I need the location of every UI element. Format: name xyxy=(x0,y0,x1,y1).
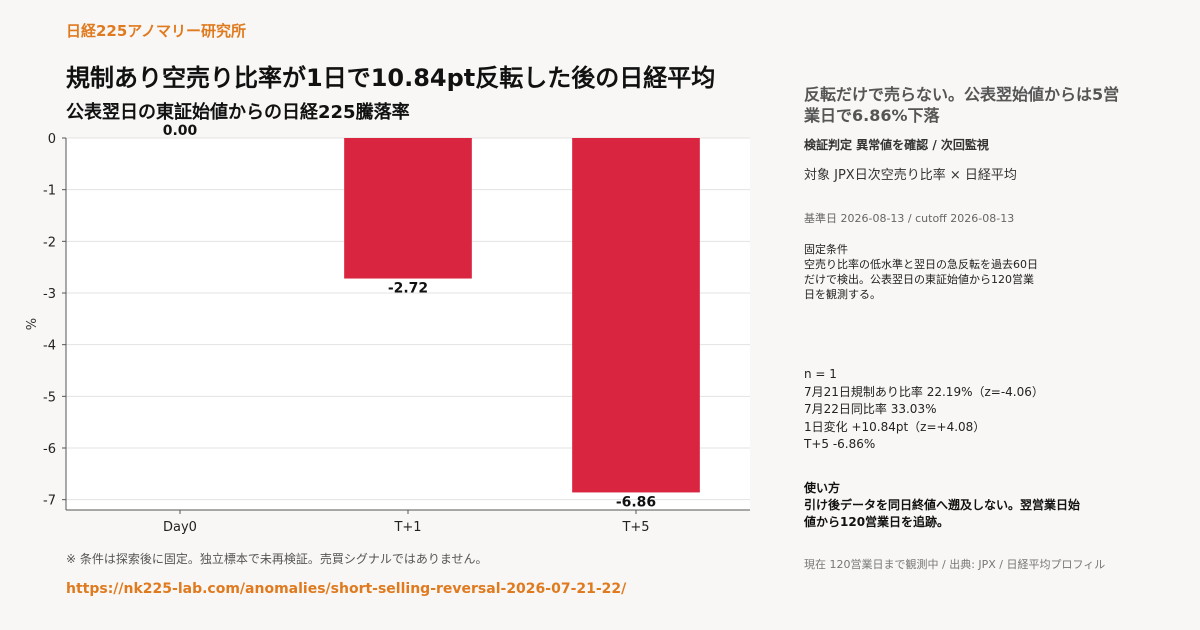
verdict-text: 検証判定 異常値を確認 / 次回監視 xyxy=(804,138,989,152)
data-label: 0.00 xyxy=(163,123,198,139)
stat-line: T+5 -6.86% xyxy=(804,437,876,451)
x-tick-label: Day0 xyxy=(163,520,197,535)
bar xyxy=(572,138,700,493)
conditions-line: 空売り比率の低水準と翌日の急反転を過去60日 xyxy=(804,258,1038,271)
y-tick-label: -2 xyxy=(43,235,56,250)
article-link[interactable]: https://nk225-lab.com/anomalies/short-se… xyxy=(66,581,627,597)
data-label: -2.72 xyxy=(388,281,428,297)
usage-title: 使い方 xyxy=(804,481,841,495)
y-tick-label: 0 xyxy=(48,132,56,147)
usage-block: 使い方 引け後データを同日終値へ遡及しない。翌営業日始 値から120営業日を追跡… xyxy=(804,480,1114,531)
brand-name: 日経225アノマリー研究所 xyxy=(66,22,246,40)
dates-text: 基準日 2026-08-13 / cutoff 2026-08-13 xyxy=(804,212,1015,225)
y-tick-label: -6 xyxy=(43,442,56,457)
y-axis-label: % xyxy=(25,318,40,330)
x-tick-label: T+5 xyxy=(621,520,649,535)
conditions-line: 日を観測する。 xyxy=(804,288,881,301)
conditions-title: 固定条件 xyxy=(804,243,848,256)
x-tick-label: T+1 xyxy=(393,520,421,535)
stat-line: n = 1 xyxy=(804,367,837,381)
bar xyxy=(344,138,472,279)
bar-chart: 0 -1 -2 -3 -4 -5 -6 -7% Day0 0.00 T+1 -2.72 T+5 -6.86 xyxy=(25,123,750,535)
side-headline: 反転だけで売らない。公表翌始値からは5営業日で6.86%下落 xyxy=(804,85,1120,125)
y-tick-label: -3 xyxy=(43,287,56,302)
y-tick-label: -4 xyxy=(43,339,56,354)
chart-subtitle: 公表翌日の東証始値からの日経225騰落率 xyxy=(66,102,410,123)
chart-title: 規制あり空売り比率が1日で10.84pt反転した後の日経平均 xyxy=(66,64,716,92)
stat-line: 7月22日同比率 33.03% xyxy=(804,402,937,416)
conditions-block: 固定条件 空売り比率の低水準と翌日の急反転を過去60日 だけで検出。公表翌日の東… xyxy=(804,242,1064,302)
y-tick-label: -1 xyxy=(43,184,56,199)
usage-line: 引け後データを同日終値へ遡及しない。翌営業日始 xyxy=(804,498,1081,512)
y-tick-label: -7 xyxy=(43,494,56,509)
target-text: 対象 JPX日次空売り比率 × 日経平均 xyxy=(804,168,1017,183)
side-footer: 現在 120営業日まで観測中 / 出典: JPX / 日経平均プロフィル xyxy=(804,558,1106,571)
footnote: ※ 条件は探索後に固定。独立標本で未再検証。売買シグナルではありません。 xyxy=(66,552,488,566)
usage-line: 値から120営業日を追跡。 xyxy=(804,515,950,529)
stats-block: n = 1 7月21日規制あり比率 22.19%（z=-4.06） 7月22日同… xyxy=(804,366,1044,454)
y-tick-label: -5 xyxy=(43,390,56,405)
stat-line: 7月21日規制あり比率 22.19%（z=-4.06） xyxy=(804,384,1044,399)
stat-line: 1日変化 +10.84pt（z=+4.08） xyxy=(804,419,986,434)
data-label: -6.86 xyxy=(616,494,656,510)
conditions-line: だけで検出。公表翌日の東証始値から120営業 xyxy=(804,273,1034,286)
